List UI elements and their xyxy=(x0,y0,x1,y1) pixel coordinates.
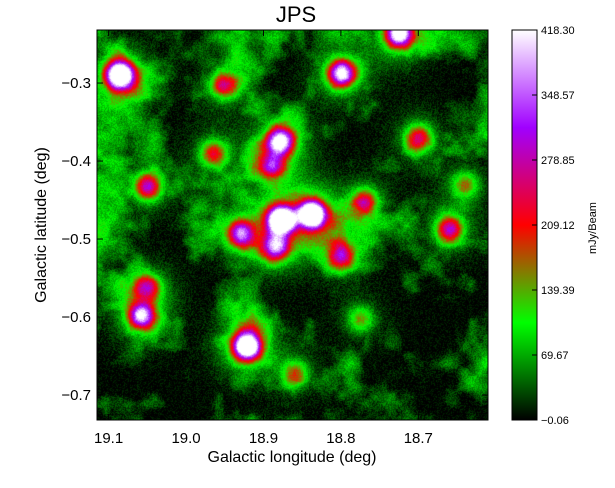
plot-frame xyxy=(96,29,489,421)
x-tick-label: 19.0 xyxy=(171,430,200,447)
colorbar-tick-label: 348.57 xyxy=(541,90,575,102)
colorbar-label: mJy/Beam xyxy=(587,202,599,254)
heatmap-image-container xyxy=(97,30,488,420)
colorbar-tick-label: 139.39 xyxy=(541,285,575,297)
chart-title: JPS xyxy=(276,2,316,27)
y-tick-label: −0.6 xyxy=(61,309,91,326)
y-tick-label: −0.5 xyxy=(61,231,91,248)
colorbar-tick-label: 278.85 xyxy=(541,155,575,167)
colorbar-tick-label: 418.30 xyxy=(541,25,575,37)
x-tick-label: 18.7 xyxy=(404,430,433,447)
colorbar-tick-label: −0.06 xyxy=(541,415,569,427)
colorbar-ticks: 418.30 348.57 278.85 209.12 139.39 69.67 −0.06 xyxy=(532,25,575,427)
colorbar-tick-label: 209.12 xyxy=(541,220,575,232)
y-tick-label: −0.7 xyxy=(61,387,91,404)
x-axis-ticks: 19.1 19.0 18.9 18.8 18.7 xyxy=(94,30,433,447)
y-axis-label: Galactic latitude (deg) xyxy=(33,147,50,303)
y-tick-label: −0.3 xyxy=(61,75,91,92)
heatmap-image xyxy=(97,30,488,420)
colorbar-tick-label: 69.67 xyxy=(541,350,569,362)
x-tick-label: 18.9 xyxy=(249,430,278,447)
y-tick-label: −0.4 xyxy=(61,153,91,170)
y-axis-ticks: −0.3 −0.4 −0.5 −0.6 −0.7 xyxy=(61,75,488,404)
x-axis-label: Galactic longitude (deg) xyxy=(208,449,377,466)
x-tick-label: 18.8 xyxy=(326,430,355,447)
x-tick-label: 19.1 xyxy=(94,430,123,447)
